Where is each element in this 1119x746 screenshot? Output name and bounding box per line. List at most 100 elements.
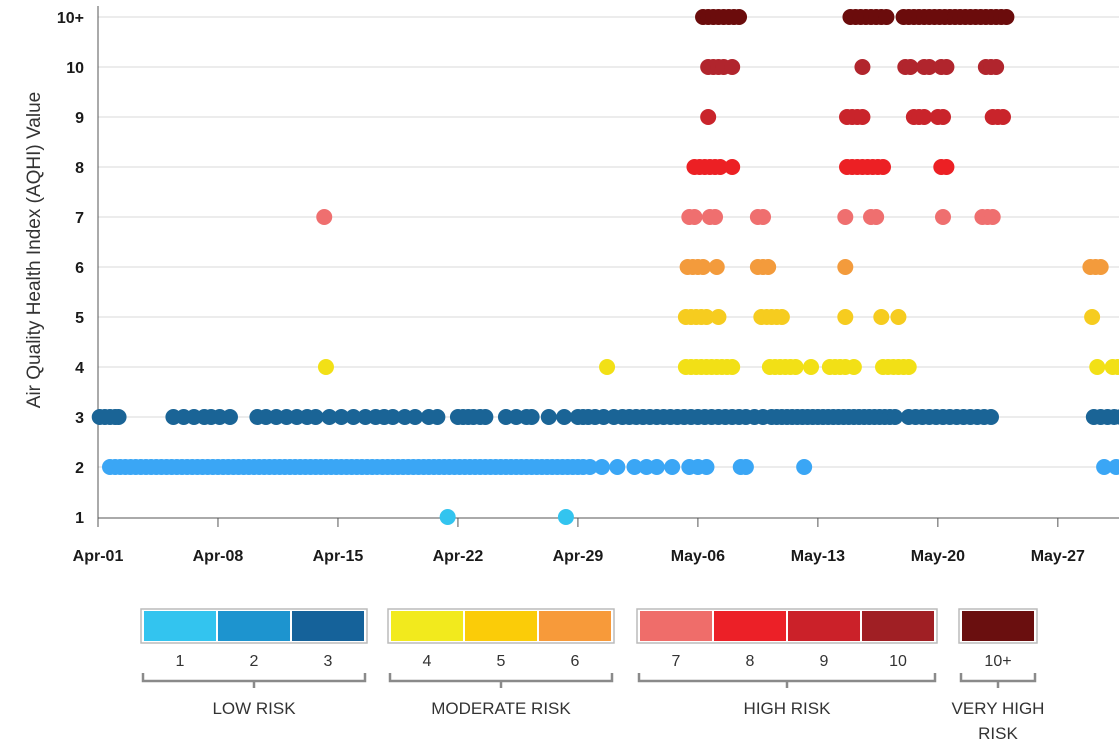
x-tick-May-06: May-06: [671, 548, 725, 565]
data-point: [345, 409, 362, 425]
data-point: [890, 309, 907, 325]
data-point: [307, 409, 324, 425]
data-point: [873, 309, 890, 325]
data-point: [317, 359, 334, 375]
data-point: [1114, 360, 1119, 374]
y-tick-8: 8: [75, 160, 84, 177]
x-tick-Apr-08: Apr-08: [193, 548, 244, 565]
y-tick-7: 7: [75, 210, 84, 227]
legend-value-8: 8: [746, 653, 755, 670]
data-point: [773, 309, 790, 325]
data-point: [994, 109, 1011, 125]
data-point: [556, 409, 573, 425]
y-axis-label: Air Quality Health Index (AQHI) Value: [24, 92, 45, 408]
data-point: [708, 259, 725, 275]
data-point: [916, 109, 933, 125]
legend-value-6: 6: [571, 653, 580, 670]
data-point: [982, 409, 999, 425]
gridlines: [98, 16, 1119, 468]
data-point: [984, 209, 1001, 225]
data-point: [1084, 309, 1101, 325]
data-point: [407, 409, 424, 425]
x-tick-Apr-29: Apr-29: [553, 548, 604, 565]
y-tick-1: 1: [75, 510, 84, 527]
data-point: [664, 459, 681, 475]
legend-swatch-2: [218, 611, 290, 641]
data-point: [902, 59, 919, 75]
data-point: [737, 459, 754, 475]
x-tick-Apr-15: Apr-15: [313, 548, 364, 565]
data-point: [1092, 259, 1109, 275]
risk-legend: 1 2 3 LOW RISK 4 5 6 MODERATE RISK 7 8 9 10 HIGH RIS…: [140, 608, 1045, 743]
data-point: [1108, 459, 1119, 475]
data-point: [710, 309, 727, 325]
data-point: [760, 259, 777, 275]
x-axis: Apr-01 Apr-08 Apr-15 Apr-22 Apr-29 May-06 May-…: [73, 6, 1119, 565]
y-tick-10: 10: [66, 60, 84, 77]
data-point: [868, 209, 885, 225]
legend-value-4: 4: [423, 653, 432, 670]
data-point: [921, 59, 938, 75]
data-point: [1113, 409, 1119, 425]
legend-group-label: MODERATE RISK: [431, 699, 571, 718]
data-point: [557, 509, 574, 525]
data-point: [755, 209, 772, 225]
data-point: [935, 109, 952, 125]
x-tick-May-20: May-20: [911, 548, 965, 565]
legend-value-1: 1: [176, 653, 185, 670]
data-point: [854, 109, 871, 125]
legend-value-7: 7: [672, 653, 681, 670]
legend-swatch-9: [788, 611, 860, 641]
data-point: [707, 209, 724, 225]
x-tick-Apr-22: Apr-22: [433, 548, 484, 565]
data-point: [796, 459, 813, 475]
legend-swatch-5: [465, 611, 537, 641]
legend-bracket: [637, 673, 937, 683]
data-point: [938, 159, 955, 175]
legend-bracket: [959, 673, 1037, 683]
y-tick-3: 3: [75, 410, 84, 427]
data-point: [695, 259, 712, 275]
x-tick-Apr-01: Apr-01: [73, 548, 124, 565]
data-point: [731, 9, 748, 25]
legend-value-3: 3: [324, 653, 333, 670]
x-tick-May-13: May-13: [791, 548, 845, 565]
data-point: [803, 359, 820, 375]
data-point: [648, 459, 665, 475]
legend-group-label: HIGH RISK: [744, 699, 832, 718]
legend-value-9: 9: [820, 653, 829, 670]
legend-group-label: RISK: [978, 724, 1018, 743]
data-point: [988, 59, 1005, 75]
data-point: [938, 59, 955, 75]
legend-value-5: 5: [497, 653, 506, 670]
legend-bracket: [141, 673, 367, 683]
y-tick-labels: 1 2 3 4 5 6 7 8 9 10 10+: [57, 10, 84, 527]
data-point: [523, 409, 540, 425]
data-point: [787, 359, 804, 375]
data-point: [700, 109, 717, 125]
data-point: [593, 459, 610, 475]
data-point: [321, 409, 338, 425]
data-point: [686, 209, 703, 225]
data-point: [712, 159, 729, 175]
data-point: [837, 259, 854, 275]
data-point: [698, 459, 715, 475]
data-point: [698, 309, 715, 325]
data-point: [845, 359, 862, 375]
data-point: [724, 159, 741, 175]
legend-value-2: 2: [250, 653, 259, 670]
data-point: [429, 409, 446, 425]
data-point: [875, 159, 892, 175]
legend-group-label: VERY HIGH: [952, 699, 1045, 718]
y-tick-10+: 10+: [57, 10, 84, 27]
data-point: [998, 9, 1015, 25]
y-tick-6: 6: [75, 260, 84, 277]
data-point: [900, 359, 917, 375]
legend-swatch-6: [539, 611, 611, 641]
data-point: [878, 9, 895, 25]
data-point: [333, 409, 350, 425]
data-points: [91, 9, 1119, 525]
data-point: [1096, 459, 1113, 475]
legend-swatch-10+: [962, 611, 1034, 641]
legend-bracket: [388, 673, 614, 683]
